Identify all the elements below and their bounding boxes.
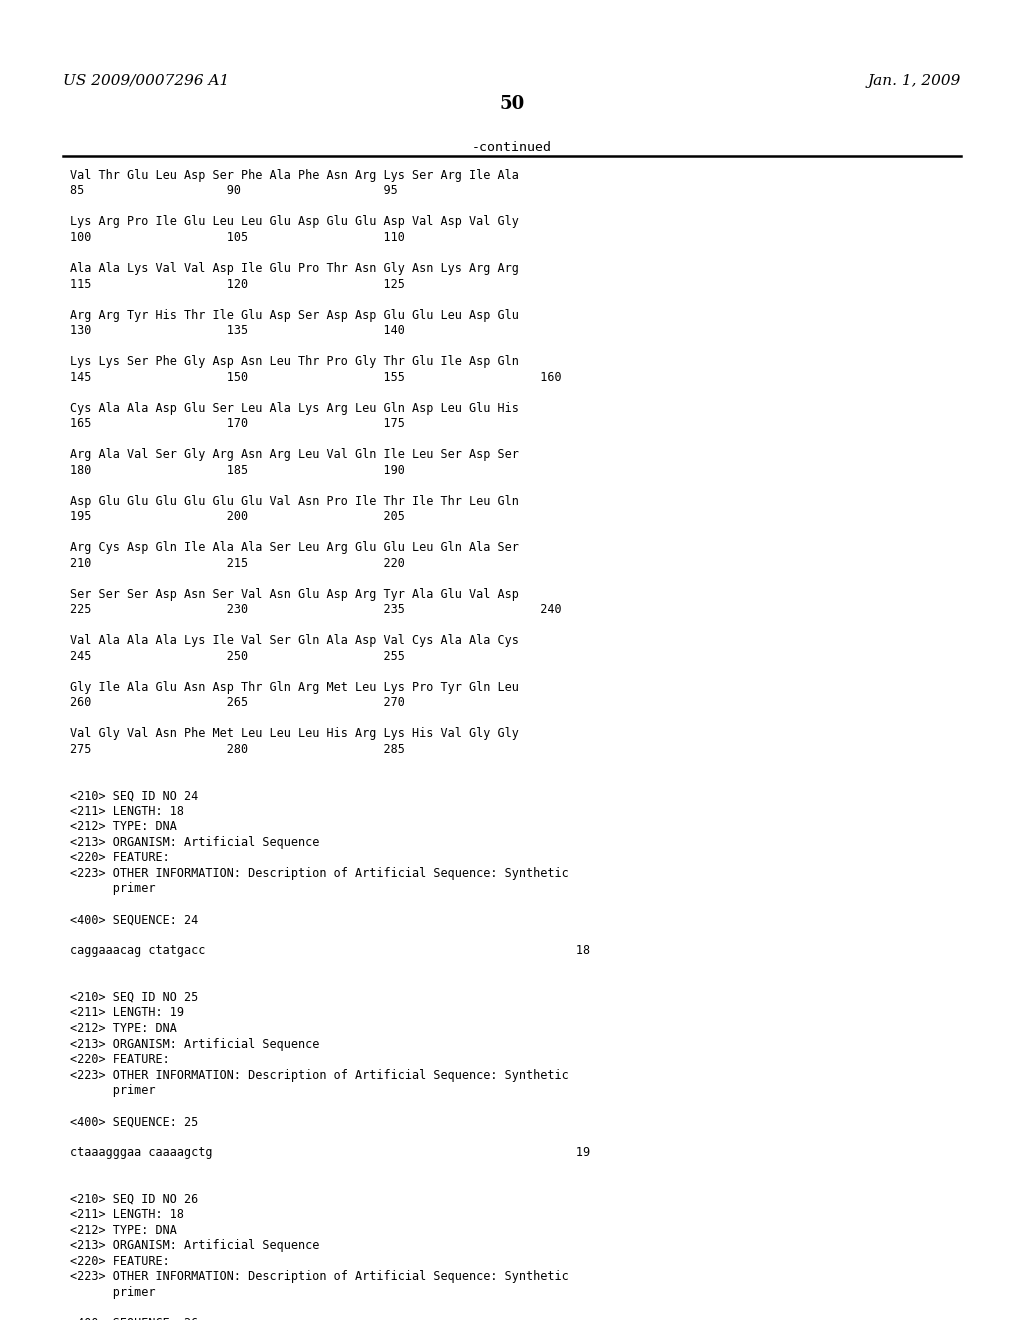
Text: 210                   215                   220: 210 215 220 — [70, 557, 404, 570]
Text: US 2009/0007296 A1: US 2009/0007296 A1 — [63, 74, 229, 88]
Text: <212> TYPE: DNA: <212> TYPE: DNA — [70, 1022, 176, 1035]
Text: 130                   135                   140: 130 135 140 — [70, 325, 404, 337]
Text: Val Thr Glu Leu Asp Ser Phe Ala Phe Asn Arg Lys Ser Arg Ile Ala: Val Thr Glu Leu Asp Ser Phe Ala Phe Asn … — [70, 169, 518, 182]
Text: <220> FEATURE:: <220> FEATURE: — [70, 1254, 169, 1267]
Text: Cys Ala Ala Asp Glu Ser Leu Ala Lys Arg Leu Gln Asp Leu Glu His: Cys Ala Ala Asp Glu Ser Leu Ala Lys Arg … — [70, 401, 518, 414]
Text: Ser Ser Ser Asp Asn Ser Val Asn Glu Asp Arg Tyr Ala Glu Val Asp: Ser Ser Ser Asp Asn Ser Val Asn Glu Asp … — [70, 587, 518, 601]
Text: <213> ORGANISM: Artificial Sequence: <213> ORGANISM: Artificial Sequence — [70, 1038, 319, 1051]
Text: <210> SEQ ID NO 26: <210> SEQ ID NO 26 — [70, 1193, 198, 1205]
Text: <223> OTHER INFORMATION: Description of Artificial Sequence: Synthetic: <223> OTHER INFORMATION: Description of … — [70, 1270, 568, 1283]
Text: 260                   265                   270: 260 265 270 — [70, 697, 404, 709]
Text: 145                   150                   155                   160: 145 150 155 160 — [70, 371, 561, 384]
Text: 180                   185                   190: 180 185 190 — [70, 463, 404, 477]
Text: Lys Lys Ser Phe Gly Asp Asn Leu Thr Pro Gly Thr Glu Ile Asp Gln: Lys Lys Ser Phe Gly Asp Asn Leu Thr Pro … — [70, 355, 518, 368]
Text: Asp Glu Glu Glu Glu Glu Glu Val Asn Pro Ile Thr Ile Thr Leu Gln: Asp Glu Glu Glu Glu Glu Glu Val Asn Pro … — [70, 495, 518, 508]
Text: 245                   250                   255: 245 250 255 — [70, 649, 404, 663]
Text: Ala Ala Lys Val Val Asp Ile Glu Pro Thr Asn Gly Asn Lys Arg Arg: Ala Ala Lys Val Val Asp Ile Glu Pro Thr … — [70, 261, 518, 275]
Text: 50: 50 — [500, 95, 524, 114]
Text: <210> SEQ ID NO 24: <210> SEQ ID NO 24 — [70, 789, 198, 803]
Text: Arg Arg Tyr His Thr Ile Glu Asp Ser Asp Asp Glu Glu Leu Asp Glu: Arg Arg Tyr His Thr Ile Glu Asp Ser Asp … — [70, 309, 518, 322]
Text: caggaaacag ctatgacc                                                    18: caggaaacag ctatgacc 18 — [70, 945, 590, 957]
Text: primer: primer — [70, 1286, 155, 1299]
Text: 100                   105                   110: 100 105 110 — [70, 231, 404, 244]
Text: Val Gly Val Asn Phe Met Leu Leu Leu His Arg Lys His Val Gly Gly: Val Gly Val Asn Phe Met Leu Leu Leu His … — [70, 727, 518, 741]
Text: Gly Ile Ala Glu Asn Asp Thr Gln Arg Met Leu Lys Pro Tyr Gln Leu: Gly Ile Ala Glu Asn Asp Thr Gln Arg Met … — [70, 681, 518, 694]
Text: <211> LENGTH: 18: <211> LENGTH: 18 — [70, 805, 183, 818]
Text: <212> TYPE: DNA: <212> TYPE: DNA — [70, 1224, 176, 1237]
Text: 195                   200                   205: 195 200 205 — [70, 511, 404, 523]
Text: <211> LENGTH: 19: <211> LENGTH: 19 — [70, 1006, 183, 1019]
Text: <223> OTHER INFORMATION: Description of Artificial Sequence: Synthetic: <223> OTHER INFORMATION: Description of … — [70, 867, 568, 880]
Text: 275                   280                   285: 275 280 285 — [70, 743, 404, 756]
Text: -continued: -continued — [472, 141, 552, 154]
Text: ctaaagggaa caaaagctg                                                   19: ctaaagggaa caaaagctg 19 — [70, 1146, 590, 1159]
Text: 85                    90                    95: 85 90 95 — [70, 185, 397, 198]
Text: Arg Ala Val Ser Gly Arg Asn Arg Leu Val Gln Ile Leu Ser Asp Ser: Arg Ala Val Ser Gly Arg Asn Arg Leu Val … — [70, 449, 518, 461]
Text: <400> SEQUENCE: 24: <400> SEQUENCE: 24 — [70, 913, 198, 927]
Text: <212> TYPE: DNA: <212> TYPE: DNA — [70, 820, 176, 833]
Text: Val Ala Ala Ala Lys Ile Val Ser Gln Ala Asp Val Cys Ala Ala Cys: Val Ala Ala Ala Lys Ile Val Ser Gln Ala … — [70, 634, 518, 647]
Text: Lys Arg Pro Ile Glu Leu Leu Glu Asp Glu Glu Asp Val Asp Val Gly: Lys Arg Pro Ile Glu Leu Leu Glu Asp Glu … — [70, 215, 518, 228]
Text: Arg Cys Asp Gln Ile Ala Ala Ser Leu Arg Glu Glu Leu Gln Ala Ser: Arg Cys Asp Gln Ile Ala Ala Ser Leu Arg … — [70, 541, 518, 554]
Text: Jan. 1, 2009: Jan. 1, 2009 — [867, 74, 961, 88]
Text: 115                   120                   125: 115 120 125 — [70, 277, 404, 290]
Text: <220> FEATURE:: <220> FEATURE: — [70, 851, 169, 865]
Text: 165                   170                   175: 165 170 175 — [70, 417, 404, 430]
Text: <211> LENGTH: 18: <211> LENGTH: 18 — [70, 1208, 183, 1221]
Text: primer: primer — [70, 1084, 155, 1097]
Text: 225                   230                   235                   240: 225 230 235 240 — [70, 603, 561, 616]
Text: <213> ORGANISM: Artificial Sequence: <213> ORGANISM: Artificial Sequence — [70, 1239, 319, 1253]
Text: <400> SEQUENCE: 26: <400> SEQUENCE: 26 — [70, 1317, 198, 1320]
Text: <213> ORGANISM: Artificial Sequence: <213> ORGANISM: Artificial Sequence — [70, 836, 319, 849]
Text: <223> OTHER INFORMATION: Description of Artificial Sequence: Synthetic: <223> OTHER INFORMATION: Description of … — [70, 1069, 568, 1081]
Text: <210> SEQ ID NO 25: <210> SEQ ID NO 25 — [70, 991, 198, 1005]
Text: <220> FEATURE:: <220> FEATURE: — [70, 1053, 169, 1067]
Text: <400> SEQUENCE: 25: <400> SEQUENCE: 25 — [70, 1115, 198, 1129]
Text: primer: primer — [70, 882, 155, 895]
